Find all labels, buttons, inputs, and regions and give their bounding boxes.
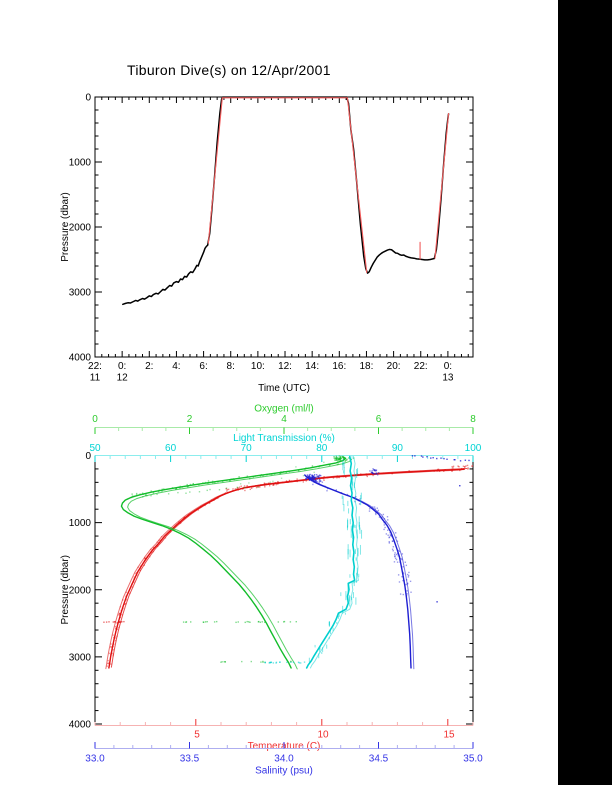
right-black-strip xyxy=(558,0,612,785)
pressure-tick-label: 3000 xyxy=(69,288,92,299)
date-tick-label: 11 xyxy=(90,373,101,384)
sal-tick-label: 33.5 xyxy=(180,754,200,765)
pressure-tick-label: 0 xyxy=(85,451,91,462)
time-tick-label: 8: xyxy=(227,361,235,372)
date-tick-label: 12 xyxy=(117,373,129,384)
pressure-tick-label: 0 xyxy=(85,93,91,104)
time-tick-label: 12: xyxy=(278,361,292,372)
time-axis: 22:110:122: 4: 6: 8: 10: 12: 14: 16: 18: 20: 22: 0:… xyxy=(88,97,469,394)
salinity-profile xyxy=(304,455,470,670)
time-tick-label: 18: xyxy=(360,361,374,372)
light-tick-label: 60 xyxy=(165,443,177,454)
oxygen-tick-label: 6 xyxy=(376,414,382,425)
light-transmission-profile xyxy=(264,455,363,669)
oxygen-tick-label: 2 xyxy=(187,414,193,425)
pressure-axis-top: 0 1000 2000 3000 4000 Pressure (dbar) xyxy=(60,93,473,364)
oxygen-profile xyxy=(120,455,355,670)
light-tick-label: 50 xyxy=(89,443,101,454)
time-tick-label: 6: xyxy=(199,361,207,372)
dive-profile-series xyxy=(122,96,450,306)
time-tick-label: 14: xyxy=(305,361,319,372)
sal-tick-label: 34.5 xyxy=(369,754,389,765)
light-tick-label: 80 xyxy=(316,443,328,454)
sal-axis-title: Salinity (psu) xyxy=(255,766,313,777)
pressure-tick-label: 4000 xyxy=(69,720,92,731)
pressure-axis-bottom: 0 1000 2000 3000 4000 Pressure (dbar) xyxy=(60,451,474,731)
oxygen-tick-label: 4 xyxy=(281,414,287,425)
light-tick-label: 90 xyxy=(392,443,404,454)
temperature-profile xyxy=(103,464,473,670)
profile-series xyxy=(103,455,473,670)
time-tick-label: 20: xyxy=(387,361,401,372)
bottom-plot-ctd-profiles: 0 1000 2000 3000 4000 Pressure (dbar) 0 2 4 6 8 Oxy… xyxy=(60,404,483,777)
oxygen-axis: 0 2 4 6 8 Oxygen (ml/l) xyxy=(92,404,476,434)
reference-track-series xyxy=(207,97,450,274)
oxygen-axis-title: Oxygen (ml/l) xyxy=(254,404,313,415)
pressure-tick-label: 4000 xyxy=(69,353,92,364)
pressure-tick-label: 2000 xyxy=(69,223,92,234)
time-tick-label: 2: xyxy=(145,361,153,372)
light-tick-label: 70 xyxy=(241,443,253,454)
pressure-axis-title: Pressure (dbar) xyxy=(60,192,71,261)
light-axis-title: Light Transmission (%) xyxy=(233,433,335,444)
time-tick-label: 0: xyxy=(444,361,452,372)
top-plot-depth-vs-time: 22:110:122: 4: 6: 8: 10: 12: 14: 16: 18: 20: 22: 0:… xyxy=(60,93,474,394)
oxygen-tick-label: 0 xyxy=(92,414,98,425)
temp-tick-label: 5 xyxy=(194,730,200,741)
time-tick-label: 10: xyxy=(251,361,265,372)
date-tick-label: 13 xyxy=(442,373,454,384)
temp-tick-label: 10 xyxy=(317,730,329,741)
pressure-axis-title: Pressure (dbar) xyxy=(60,555,71,624)
pressure-tick-label: 1000 xyxy=(69,518,92,529)
oxygen-tick-label: 8 xyxy=(470,414,476,425)
light-axis: 50 60 70 80 90 100 Light Transmission (%) xyxy=(89,433,482,462)
sal-tick-label: 34.0 xyxy=(274,754,294,765)
pressure-tick-label: 3000 xyxy=(69,652,92,663)
temp-tick-label: 15 xyxy=(443,730,455,741)
pressure-tick-label: 2000 xyxy=(69,585,92,596)
light-tick-label: 100 xyxy=(465,443,482,454)
time-tick-label: 4: xyxy=(172,361,180,372)
page-title: Tiburon Dive(s) on 12/Apr/2001 xyxy=(127,62,331,78)
time-tick-label: 16: xyxy=(332,361,346,372)
time-tick-label: 22: xyxy=(414,361,428,372)
time-tick-label: 0: xyxy=(118,361,126,372)
sal-axis: 33.0 33.5 34.0 34.5 35.0 Salinity (psu) xyxy=(85,742,483,777)
top-plot-frame xyxy=(94,96,474,358)
sal-tick-label: 33.0 xyxy=(85,754,105,765)
time-tick-label: 22: xyxy=(88,361,102,372)
sal-tick-label: 35.0 xyxy=(463,754,483,765)
time-axis-title: Time (UTC) xyxy=(258,383,310,394)
pressure-tick-label: 1000 xyxy=(69,158,92,169)
